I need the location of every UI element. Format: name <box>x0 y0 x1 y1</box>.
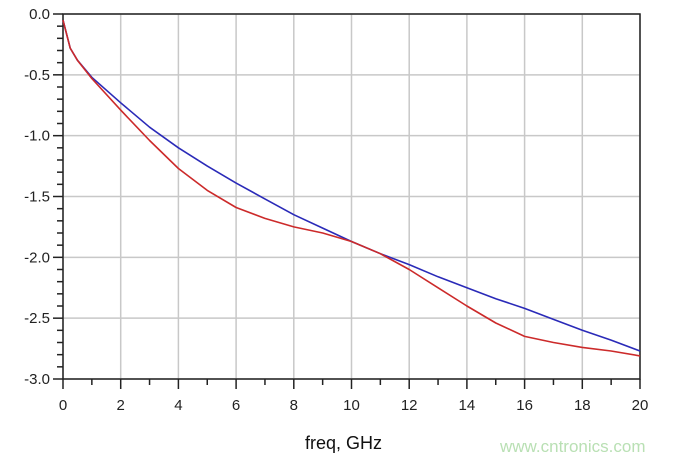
x-tick-label: 10 <box>343 397 360 414</box>
y-tick-label: -2.5 <box>24 310 50 327</box>
x-tick-label: 14 <box>459 397 476 414</box>
y-tick-label: -1.5 <box>24 189 50 206</box>
y-tick-label: -0.5 <box>24 67 50 84</box>
y-tick-label: -2.0 <box>24 249 50 266</box>
x-tick-label: 16 <box>516 397 533 414</box>
watermark: www.cntronics.com <box>500 437 646 456</box>
x-tick-label: 4 <box>174 397 182 414</box>
x-axis-label: freq, GHz <box>305 433 383 453</box>
x-tick-label: 8 <box>290 397 298 414</box>
y-tick-label: -3.0 <box>24 371 50 388</box>
series-line-2 <box>62 19 641 357</box>
x-tick-label: 0 <box>59 397 67 414</box>
x-tick-label: 2 <box>117 397 125 414</box>
x-tick-label: 6 <box>232 397 240 414</box>
y-tick-label: 0.0 <box>29 6 50 23</box>
y-tick-label: -1.0 <box>24 128 50 145</box>
x-tick-label: 18 <box>574 397 591 414</box>
series-line-1 <box>62 19 641 352</box>
x-tick-label: 20 <box>632 397 649 414</box>
x-tick-label: 12 <box>401 397 418 414</box>
